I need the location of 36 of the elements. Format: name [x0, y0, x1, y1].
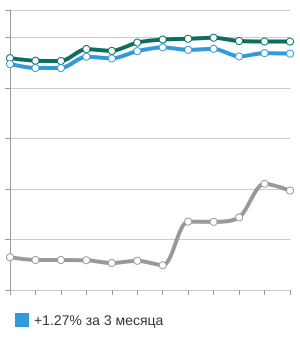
point	[286, 50, 294, 58]
point	[158, 261, 167, 270]
point	[210, 34, 218, 42]
point	[56, 56, 65, 65]
point	[133, 38, 142, 47]
point	[210, 218, 218, 226]
point	[235, 37, 244, 46]
point	[210, 44, 218, 53]
point	[133, 256, 142, 265]
point	[56, 64, 65, 72]
point	[133, 47, 142, 56]
point	[184, 218, 192, 226]
point	[82, 45, 90, 54]
point	[31, 64, 40, 72]
point	[82, 52, 90, 61]
point	[235, 52, 244, 60]
point	[260, 38, 269, 46]
point	[184, 46, 192, 54]
point	[6, 253, 14, 262]
point	[31, 256, 40, 264]
point	[6, 60, 14, 68]
point	[260, 180, 269, 188]
point	[31, 56, 40, 65]
point	[286, 38, 294, 46]
point	[158, 36, 167, 44]
point	[108, 259, 116, 268]
legend-label: +1.27% за 3 месяца	[34, 312, 164, 328]
point	[108, 46, 116, 55]
point	[158, 43, 167, 52]
point	[235, 213, 244, 222]
point	[56, 256, 65, 264]
point	[184, 34, 192, 43]
point	[82, 256, 90, 264]
point	[260, 49, 269, 58]
point	[286, 186, 294, 195]
point	[108, 54, 116, 62]
